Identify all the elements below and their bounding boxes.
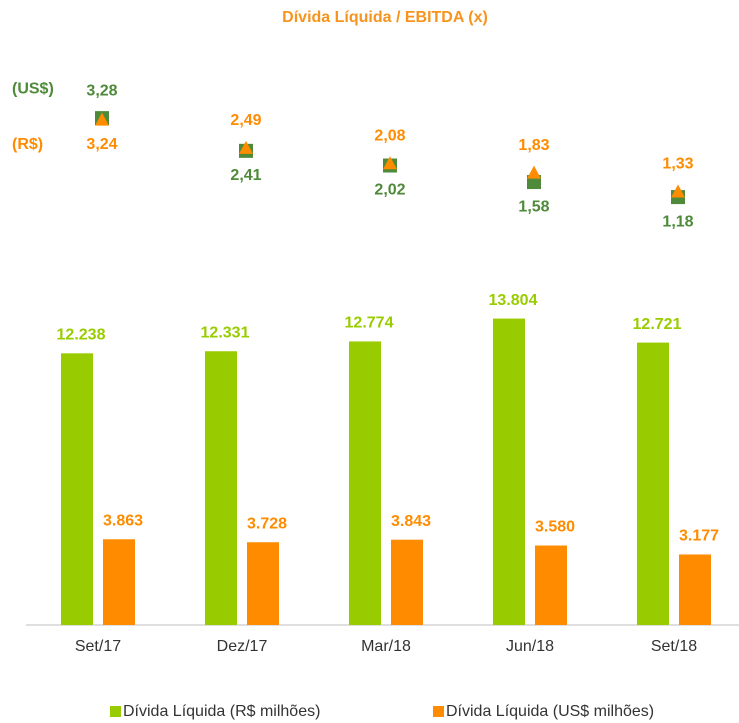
marker-value-label: 2,49: [230, 112, 261, 129]
legend-label: Dívida Líquida (US$ milhões): [446, 703, 654, 720]
x-tick-label: Dez/17: [217, 638, 268, 655]
bar-value-label: 13.804: [489, 292, 538, 309]
bar: [205, 351, 237, 625]
bar: [391, 539, 423, 625]
series-label: (R$): [12, 136, 43, 153]
bar-value-label: 3.580: [535, 519, 575, 536]
marker: [527, 165, 541, 179]
series-label: (US$): [12, 80, 54, 97]
x-tick-label: Mar/18: [361, 638, 411, 655]
marker: [671, 184, 685, 198]
bar: [61, 353, 93, 625]
marker-value-label: 3,28: [86, 82, 117, 99]
legend-label: Dívida Líquida (R$ milhões): [123, 703, 320, 720]
marker-value-label: 1,58: [518, 198, 549, 215]
bar-value-label: 3.177: [679, 528, 719, 545]
legend-swatch: [110, 706, 121, 717]
marker: [95, 112, 109, 126]
marker: [383, 156, 397, 170]
marker-value-label: 3,24: [86, 136, 117, 153]
marker-value-label: 1,33: [662, 156, 693, 173]
bar-value-label: 12.238: [57, 327, 106, 344]
marker-value-label: 2,02: [374, 182, 405, 199]
bar: [493, 318, 525, 625]
marker-value-label: 2,41: [230, 167, 261, 184]
bar-value-label: 3.728: [247, 515, 287, 532]
bar: [103, 539, 135, 625]
x-tick-label: Jun/18: [506, 638, 554, 655]
bar: [637, 342, 669, 625]
legend-swatch: [433, 706, 444, 717]
bar: [679, 554, 711, 625]
bar-value-label: 12.331: [201, 324, 250, 341]
bar: [535, 545, 567, 625]
marker-value-label: 1,18: [662, 213, 693, 230]
bar-value-label: 3.843: [391, 513, 431, 530]
marker: [239, 140, 253, 154]
x-tick-label: Set/17: [75, 638, 121, 655]
marker-value-label: 2,08: [374, 127, 405, 144]
bar-value-label: 12.774: [345, 315, 394, 332]
bar-value-label: 3.863: [103, 512, 143, 529]
x-tick-label: Set/18: [651, 638, 697, 655]
marker-value-label: 1,83: [518, 137, 549, 154]
bar-value-label: 12.721: [633, 316, 682, 333]
bar: [247, 542, 279, 625]
chart-title: Dívida Líquida / EBITDA (x): [282, 9, 488, 26]
bar: [349, 341, 381, 625]
